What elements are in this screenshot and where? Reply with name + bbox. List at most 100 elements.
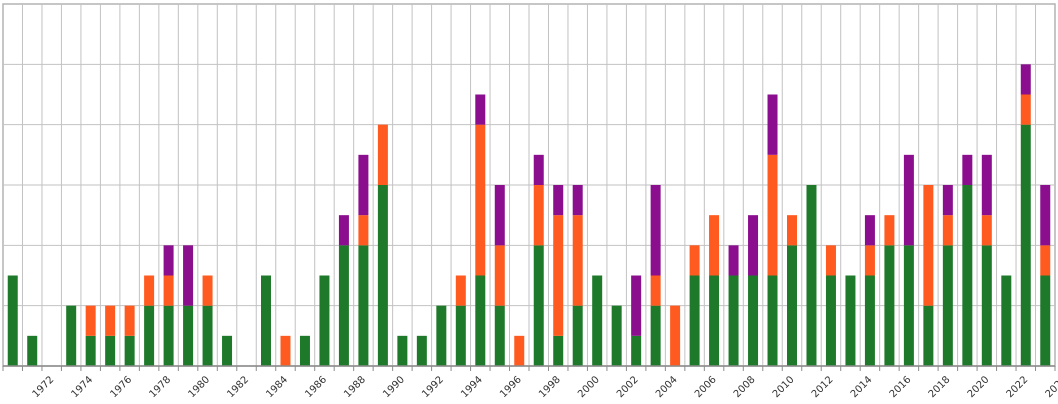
- x-tick-label: 2012: [810, 374, 836, 400]
- bar-segment: [689, 275, 700, 366]
- bar-segment: [27, 335, 38, 366]
- bar-segment: [592, 275, 603, 366]
- bar-segment: [455, 275, 466, 306]
- bar-segment: [7, 275, 18, 366]
- bar-segment: [475, 94, 486, 125]
- bar-segment: [494, 185, 505, 246]
- bar-segment: [709, 215, 720, 276]
- bar-segment: [124, 305, 135, 336]
- bar-segment: [377, 185, 388, 366]
- x-tick-label: 2000: [576, 374, 602, 400]
- x-tick-label: 1994: [459, 374, 485, 400]
- bar-segment: [222, 335, 233, 366]
- bar-segment: [864, 275, 875, 366]
- bar-segment: [299, 335, 310, 366]
- bar-segment: [981, 245, 992, 366]
- bar-segment: [631, 335, 642, 366]
- bar-segment: [572, 305, 583, 366]
- bar-segment: [553, 215, 564, 336]
- bar-segment: [163, 275, 174, 306]
- bar-segment: [358, 245, 369, 366]
- bar-segment: [942, 215, 953, 246]
- x-tick-label: 2002: [615, 374, 641, 400]
- bar-segment: [475, 124, 486, 276]
- x-tick-label: 1992: [420, 374, 446, 400]
- bar-segment: [864, 215, 875, 246]
- bar-segment: [66, 305, 77, 366]
- bar-segment: [1020, 124, 1031, 367]
- bar-segment: [85, 335, 96, 366]
- bar-segment: [572, 215, 583, 306]
- bar-segment: [572, 185, 583, 216]
- bar-segment: [825, 275, 836, 366]
- x-tick-label: 1998: [537, 374, 563, 400]
- bar-segment: [514, 335, 525, 366]
- bar-segment: [338, 215, 349, 246]
- bar-segment: [923, 305, 934, 366]
- bar-segment: [377, 124, 388, 185]
- bar-segment: [787, 245, 797, 366]
- bar-segment: [923, 185, 934, 306]
- bar-segment: [475, 275, 486, 366]
- bar-segment: [124, 335, 135, 366]
- bar-segment: [942, 245, 953, 366]
- x-tick-label: 2008: [732, 374, 758, 400]
- x-tick-label: 2022: [1005, 374, 1031, 400]
- x-tick-label: 2004: [654, 374, 680, 400]
- bar-segment: [105, 335, 116, 366]
- bar-segment: [494, 245, 505, 306]
- x-tick-labels: 1972 1974 1976 1978 1980 1982 1984 1986 1988 1990…: [31, 374, 1058, 400]
- x-tick-label: 1978: [147, 374, 173, 400]
- bar-segment: [962, 185, 973, 366]
- bar-segment: [163, 305, 174, 366]
- x-tick-label: 2016: [888, 374, 914, 400]
- x-tick-label: 2010: [771, 374, 797, 400]
- bar-segment: [962, 154, 973, 185]
- bar-segment: [163, 245, 174, 276]
- bar-segment: [1040, 245, 1051, 276]
- bar-segment: [533, 185, 544, 246]
- bar-segment: [494, 305, 505, 366]
- bar-segment: [202, 305, 213, 366]
- bar-segment: [1040, 185, 1051, 246]
- bar-segment: [1001, 275, 1012, 366]
- bar-segment: [787, 215, 797, 246]
- x-tick-label: 1988: [342, 374, 368, 400]
- bar-segment: [85, 305, 96, 336]
- bar-segment: [358, 215, 369, 246]
- grid-lines: [2, 3, 1056, 367]
- x-tick-label: 1972: [31, 374, 57, 400]
- bar-segment: [670, 305, 681, 366]
- bar-segment: [144, 305, 155, 366]
- bar-segment: [611, 305, 622, 366]
- bar-segment: [903, 245, 914, 366]
- bar-segment: [1020, 94, 1031, 125]
- bar-segment: [533, 154, 544, 185]
- bar-segment: [767, 275, 778, 366]
- x-tick-label: 1980: [186, 374, 212, 400]
- x-tick-label: 1982: [225, 374, 251, 400]
- bar-segment: [416, 335, 427, 366]
- bar-segment: [748, 275, 759, 366]
- bar-segment: [631, 275, 642, 336]
- bar-segment: [553, 335, 564, 366]
- bar-segment: [261, 275, 271, 366]
- bar-segment: [767, 94, 778, 155]
- x-tick-label: 1974: [70, 374, 96, 400]
- bar-segment: [202, 275, 213, 306]
- bar-segment: [864, 245, 875, 276]
- bar-segment: [436, 305, 447, 366]
- x-tick-label: 2006: [693, 374, 719, 400]
- bar-segment: [806, 185, 817, 366]
- bar-segment: [981, 154, 992, 216]
- bar-segment: [1040, 275, 1051, 366]
- bar-segment: [280, 335, 291, 366]
- bar-segment: [903, 154, 914, 246]
- bar-segment: [825, 245, 836, 276]
- x-tick-label: 1976: [108, 374, 134, 400]
- x-tick-label: 2020: [966, 374, 992, 400]
- x-tick-label: 2014: [849, 374, 875, 400]
- bar-segment: [767, 154, 778, 276]
- bar-segment: [533, 245, 544, 366]
